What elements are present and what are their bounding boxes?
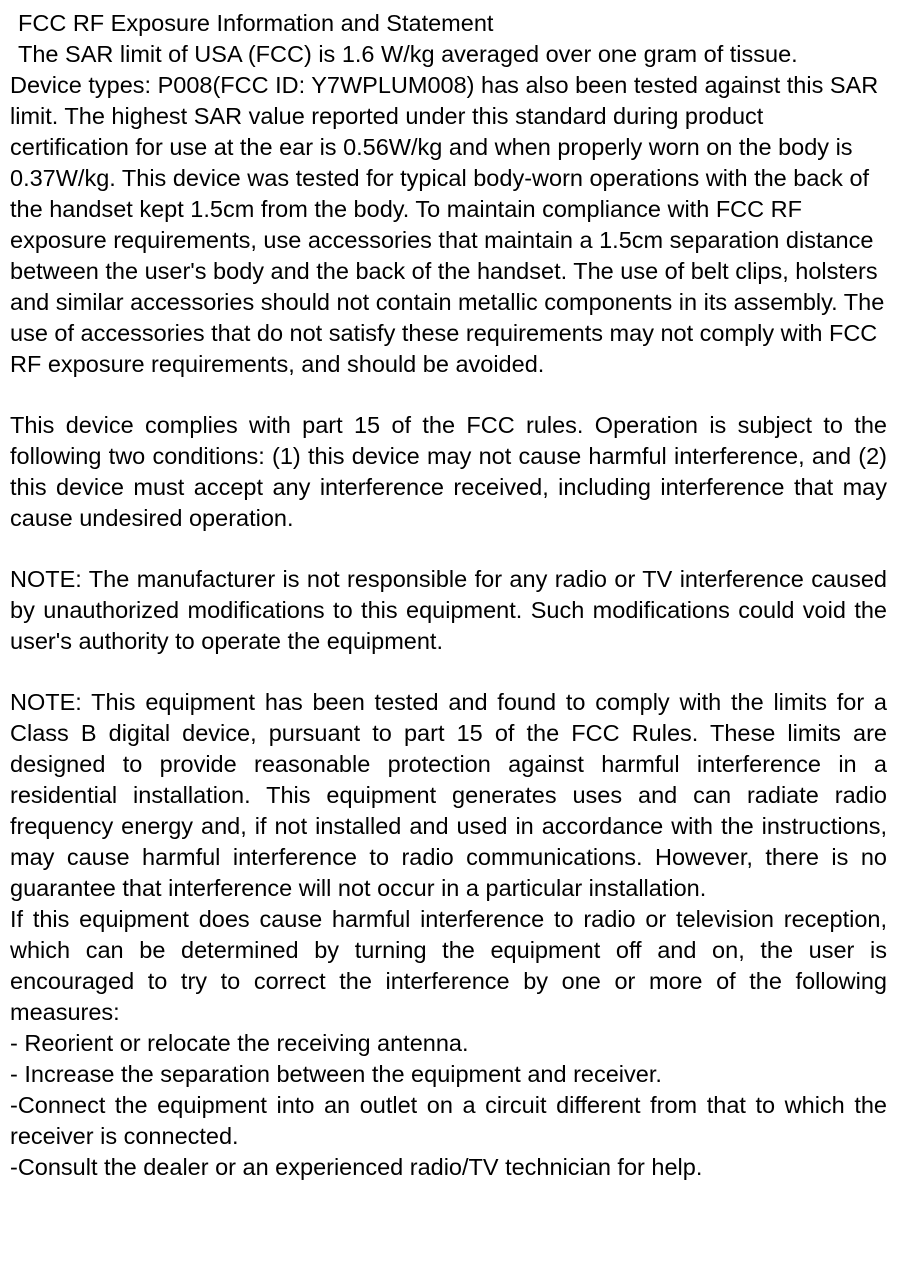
para1-line1: The SAR limit of USA (FCC) is 1.6 W/kg a… (18, 41, 798, 67)
paragraph-note2: NOTE: This equipment has been tested and… (10, 687, 887, 904)
paragraph-sar: The SAR limit of USA (FCC) is 1.6 W/kg a… (10, 39, 887, 380)
paragraph-note1: NOTE: The manufacturer is not responsibl… (10, 564, 887, 657)
paragraph-part15: This device complies with part 15 of the… (10, 410, 887, 534)
para1-rest: Device types: P008(FCC ID: Y7WPLUM008) h… (10, 72, 884, 377)
document-page: FCC RF Exposure Information and Statemen… (10, 8, 887, 1183)
document-title: FCC RF Exposure Information and Statemen… (18, 8, 887, 39)
measure-item: -Connect the equipment into an outlet on… (10, 1090, 887, 1152)
measure-item: - Increase the separation between the eq… (10, 1059, 887, 1090)
paragraph-measures-intro: If this equipment does cause harmful int… (10, 904, 887, 1028)
measure-item: -Consult the dealer or an experienced ra… (10, 1152, 887, 1183)
measure-item: - Reorient or relocate the receiving ant… (10, 1028, 887, 1059)
